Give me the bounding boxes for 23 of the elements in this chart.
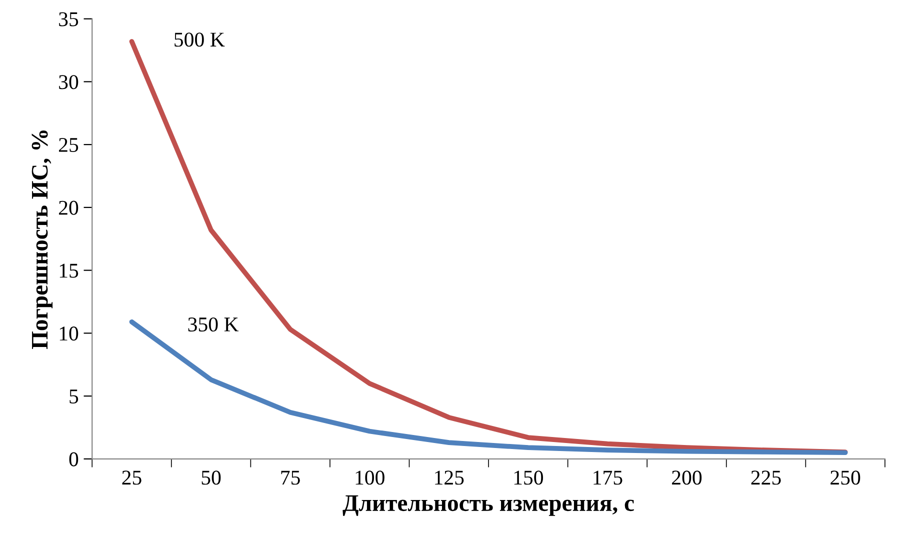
x-tick-label: 50: [202, 470, 221, 485]
series-label: 500 K: [174, 32, 225, 47]
x-tick-label: 125: [435, 470, 464, 485]
y-tick-label: 30: [59, 75, 78, 90]
y-tick-label: 10: [60, 326, 78, 341]
y-tick-label: 20: [58, 200, 78, 215]
y-tick-label: 5: [70, 390, 78, 404]
y-tick-label: 35: [59, 12, 78, 26]
y-axis-title: Погрешность ИС, %: [32, 130, 53, 349]
x-tick-label: 175: [594, 470, 622, 485]
x-tick-label: 225: [751, 470, 781, 485]
series-label: 350 K: [188, 317, 239, 332]
x-tick-label: 25: [122, 470, 142, 485]
y-tick-label: 25: [58, 138, 78, 152]
x-axis-title: Длительность измерения, с: [342, 495, 634, 516]
x-tick-label: 100: [356, 470, 384, 485]
y-tick-label: 0: [69, 452, 78, 466]
x-tick-label: 250: [830, 470, 860, 485]
x-tick-label: 75: [281, 470, 300, 485]
line-series: [129, 319, 848, 456]
x-tick-label: 150: [514, 470, 543, 485]
x-tick-label: 200: [672, 470, 702, 485]
y-tick-label: 15: [60, 264, 78, 278]
